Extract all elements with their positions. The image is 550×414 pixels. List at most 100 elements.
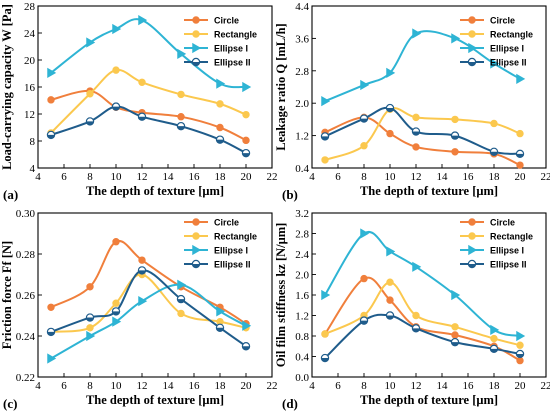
panel-1-series-1-point-6: [216, 123, 224, 132]
panel-3-series-1-point-3: [112, 238, 120, 246]
panel-3-series-3-point-6: [216, 306, 226, 317]
panel-1-series-1-line: [50, 90, 247, 142]
panel-1-series-3-point-1: [47, 67, 57, 78]
panel-2-series-1-point-5: [451, 148, 459, 156]
panel-2-x-tick-label-6: 16: [463, 171, 475, 183]
panel-1-series-1-point-7: [242, 136, 250, 145]
panel-3-series-4-point-1: [46, 327, 56, 337]
panel-1-series-2-point-2: [86, 90, 94, 98]
panel-2-legend-marker-2: [468, 30, 476, 38]
panel-4-legend-label-3: Ellipse I: [490, 246, 524, 256]
panel-4-y-axis-label: Oil film stiffness kz [N/μm]: [274, 223, 288, 368]
panel-3-legend-label-3: Ellipse I: [214, 246, 248, 256]
panel-2-series-3-point-4: [412, 28, 422, 39]
panel-3-series-2-point-3: [112, 299, 120, 307]
panel-4-y-tick-label-8: 3.2: [295, 208, 309, 220]
panel-3-series-3-point-3: [112, 316, 122, 327]
panel-3: 4 6 8 10 12 14 16 18 20 22 0.22 0.24 0.26 0.28 0.30 The…: [0, 208, 278, 411]
panel-3-x-tick-label-6: 16: [189, 380, 201, 392]
panel-3-x-tick-label-8: 20: [241, 380, 253, 392]
panel-1-y-tick-label-2: 12: [24, 109, 35, 121]
panel-3-series-4-point-6: [215, 323, 225, 332]
panel-2-plot-frame: [311, 5, 547, 169]
panel-3-legend-item-4: Ellipse II: [184, 260, 251, 270]
panel-3-legend-marker-1: [192, 218, 200, 226]
panel-2-series-4-point-6: [489, 147, 499, 156]
panel-4-x-tick-label-6: 16: [463, 380, 475, 392]
panel-1-y-tick-label-0: 4: [30, 163, 36, 175]
panel-2-series-4-line: [324, 106, 521, 155]
panel-1-series-2-point-7: [242, 110, 250, 119]
panel-1-y-tick-label-5: 24: [24, 28, 36, 40]
panel-1-series-4-point-5: [176, 121, 186, 131]
panel-3-legend-item-2: Rectangle: [184, 232, 257, 242]
panel-2-legend: Circle Rectangle Ellipse I Ellipse II: [460, 16, 533, 68]
panel-4-x-tick-label-0: 4: [309, 380, 315, 392]
panel-1-series-1-point-1: [47, 96, 55, 104]
panel-2-legend-marker-3: [468, 42, 478, 54]
panel-4-series-4-point-6: [489, 344, 499, 354]
panel-1-series-4-point-1: [46, 130, 56, 140]
panel-4-series-3-point-2: [360, 228, 370, 239]
panel-2-series-2-point-4: [412, 113, 420, 122]
panel-4-legend-label-4: Ellipse II: [490, 260, 527, 270]
panel-4-series-1-point-3: [386, 296, 394, 304]
panel-4-x-tick-label-8: 20: [515, 380, 527, 392]
panel-1-legend-label-3: Ellipse I: [214, 44, 248, 54]
panel-4-tag: (d): [282, 396, 298, 411]
panel-3-x-tick-label-7: 18: [215, 380, 227, 392]
panel-4-series-1-point-2: [360, 274, 368, 283]
panel-3-legend: Circle Rectangle Ellipse I Ellipse II: [184, 218, 257, 270]
panel-2-y-tick-label-5: 4.4: [295, 1, 309, 13]
panel-3-x-tick-label-0: 4: [35, 380, 41, 392]
panel-1-series-3-point-6: [216, 78, 226, 89]
panel-3-x-axis-label: The depth of texture [μm]: [86, 393, 224, 407]
panel-1-series-4-point-6: [215, 135, 225, 144]
panel-1-legend-label-1: Circle: [214, 16, 239, 26]
panel-4-y-tick-label-4: 1.6: [295, 290, 309, 302]
panel-2-legend-label-3: Ellipse I: [490, 44, 524, 54]
panel-4-y-tick-label-3: 1.2: [295, 311, 309, 323]
panel-1-series-3-point-3: [112, 23, 122, 35]
panel-1-x-tick-label-9: 22: [267, 171, 278, 183]
panel-3-legend-item-3: Ellipse I: [184, 244, 248, 256]
panel-4-y-tick-label-1: 0.4: [295, 352, 309, 364]
panel-4-legend-item-4: Ellipse II: [460, 260, 527, 270]
panel-4-series-2-line: [324, 281, 521, 347]
panel-4-legend-item-3: Ellipse I: [460, 244, 524, 256]
panel-3-legend-marker-2: [192, 232, 200, 240]
panel-1-x-tick-label-6: 16: [189, 171, 201, 183]
panel-4-x-tick-label-5: 14: [437, 380, 449, 392]
panel-2-legend-item-1: Circle: [460, 16, 515, 26]
panel-4-series-3-point-6: [490, 324, 500, 335]
panel-2-x-axis-label: The depth of texture [μm]: [360, 184, 498, 198]
panel-1-series-4-point-7: [241, 148, 251, 158]
panel-3-x-tick-label-9: 22: [267, 380, 278, 392]
panel-4-series-3-point-7: [516, 330, 526, 342]
panel-2-series-4-point-5: [450, 131, 460, 140]
panel-3-legend-item-1: Circle: [184, 218, 239, 228]
panel-1-legend-item-1: Circle: [184, 16, 239, 26]
panel-2-series-4-point-7: [515, 149, 525, 159]
panel-4-x-tick-label-3: 10: [385, 380, 397, 392]
panel-2-y-tick-label-0: 0.4: [295, 163, 309, 175]
panel-3-series-3-point-4: [138, 296, 148, 307]
panel-2-x-tick-label-7: 18: [489, 171, 501, 183]
panel-3-series-3-point-5: [177, 279, 187, 290]
panel-2-tag: (b): [282, 187, 298, 202]
panel-4-series-3-point-1: [321, 289, 331, 301]
panel-4-series-2-point-1: [321, 330, 329, 338]
panel-4-legend-marker-2: [468, 232, 476, 240]
panel-2-y-tick-label-2: 2.0: [295, 98, 309, 110]
panel-3-series-3: [47, 279, 252, 364]
panel-2-x-tick-label-1: 6: [335, 171, 341, 183]
panel-3-series-3-point-7: [242, 320, 252, 331]
panel-3-y-tick-label-0: 0.22: [16, 372, 35, 384]
panel-1-x-tick-label-4: 12: [137, 171, 148, 183]
panel-2-x-tick-label-9: 22: [541, 171, 550, 183]
panel-4-series-2-point-5: [451, 323, 459, 331]
panel-4-series-4-point-2: [359, 316, 369, 325]
panel-1-series-3-point-2: [86, 37, 96, 48]
panel-3-series-4-point-2: [85, 313, 95, 322]
panel-1-series-2-point-6: [216, 100, 224, 108]
